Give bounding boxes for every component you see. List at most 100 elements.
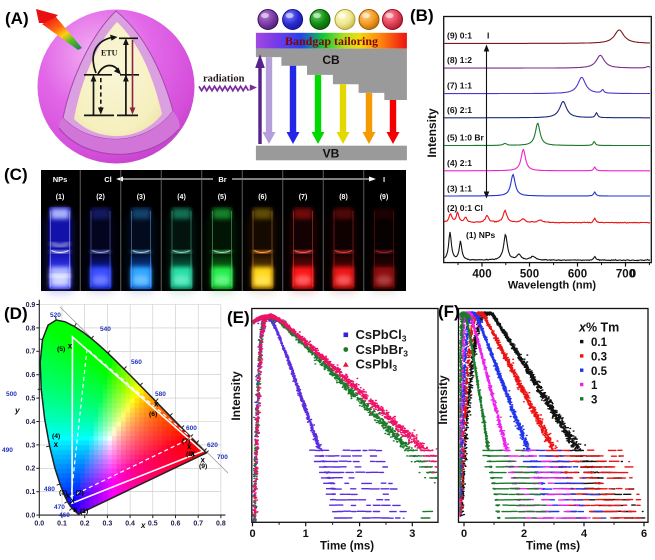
svg-text:(F): (F) xyxy=(438,302,460,321)
svg-text:0.2: 0.2 xyxy=(80,521,90,528)
svg-text:Intensity: Intensity xyxy=(425,108,439,158)
svg-text:I: I xyxy=(487,31,489,41)
svg-text:x% Tm: x% Tm xyxy=(578,321,619,335)
svg-text:(9): (9) xyxy=(380,194,389,201)
svg-text:2: 2 xyxy=(357,528,363,540)
svg-text:VB: VB xyxy=(323,147,340,161)
svg-text:(3): (3) xyxy=(59,490,67,497)
svg-text:0.7: 0.7 xyxy=(193,521,203,528)
svg-text:0.3: 0.3 xyxy=(591,352,607,364)
svg-text:0.3: 0.3 xyxy=(103,521,113,528)
svg-text:(1): (1) xyxy=(56,194,65,201)
svg-text:Time (ms): Time (ms) xyxy=(320,540,374,552)
svg-text:(6) 2:1: (6) 2:1 xyxy=(447,105,472,115)
svg-text:0: 0 xyxy=(630,269,636,281)
svg-text:(6): (6) xyxy=(149,411,157,418)
svg-text:(9) 0:1: (9) 0:1 xyxy=(447,31,472,41)
svg-text:0.2: 0.2 xyxy=(26,466,36,473)
svg-text:0: 0 xyxy=(461,528,467,540)
svg-text:x: x xyxy=(191,449,196,458)
svg-text:0.8: 0.8 xyxy=(26,325,36,332)
svg-text:(3): (3) xyxy=(137,194,146,201)
svg-text:x: x xyxy=(187,442,192,451)
svg-text:Time (ms): Time (ms) xyxy=(526,540,580,552)
svg-text:(A): (A) xyxy=(5,9,29,28)
svg-text:(7) 1:1: (7) 1:1 xyxy=(447,81,472,91)
svg-text:600: 600 xyxy=(568,269,587,281)
svg-text:CsPbCl3: CsPbCl3 xyxy=(356,327,407,344)
svg-text:x: x xyxy=(54,440,59,449)
svg-text:4: 4 xyxy=(581,528,588,540)
svg-text:(2) 0:1 Cl: (2) 0:1 Cl xyxy=(447,203,483,213)
svg-text:0.5: 0.5 xyxy=(26,396,36,403)
svg-text:(2): (2) xyxy=(96,194,105,201)
svg-text:(4) 2:1: (4) 2:1 xyxy=(447,158,472,168)
svg-text:x: x xyxy=(140,521,146,530)
svg-text:x: x xyxy=(200,455,205,464)
svg-text:(2): (2) xyxy=(76,490,84,497)
svg-text:1: 1 xyxy=(303,528,309,540)
svg-text:1: 1 xyxy=(591,380,598,392)
svg-text:2: 2 xyxy=(521,528,527,540)
svg-text:(B): (B) xyxy=(410,6,434,25)
svg-text:0.4: 0.4 xyxy=(26,419,36,426)
svg-text:560: 560 xyxy=(131,359,142,366)
svg-text:0.0: 0.0 xyxy=(34,521,44,528)
svg-text:0.9: 0.9 xyxy=(26,302,36,309)
svg-text:0.5: 0.5 xyxy=(591,366,608,378)
svg-text:0.3: 0.3 xyxy=(26,442,36,449)
svg-text:CsPbI3: CsPbI3 xyxy=(356,357,398,374)
svg-text:620: 620 xyxy=(207,442,218,449)
svg-text:radiation: radiation xyxy=(203,74,245,85)
svg-text:470: 470 xyxy=(54,504,65,511)
svg-text:400: 400 xyxy=(472,269,491,281)
svg-text:0.1: 0.1 xyxy=(26,489,36,496)
svg-text:(1): (1) xyxy=(80,508,88,515)
svg-text:(C): (C) xyxy=(4,165,28,184)
svg-text:(5): (5) xyxy=(57,346,65,353)
svg-text:(5) 1:0 Br: (5) 1:0 Br xyxy=(447,133,485,143)
svg-text:700: 700 xyxy=(616,269,635,281)
svg-text:480: 480 xyxy=(44,486,55,493)
svg-text:0: 0 xyxy=(249,528,255,540)
svg-text:0.8: 0.8 xyxy=(216,521,226,528)
svg-text:3: 3 xyxy=(409,528,415,540)
svg-text:NPs: NPs xyxy=(53,175,68,184)
svg-text:0.1: 0.1 xyxy=(57,521,67,528)
svg-text:490: 490 xyxy=(2,447,13,454)
svg-text:Intensity: Intensity xyxy=(436,375,450,425)
svg-text:(6): (6) xyxy=(258,194,267,201)
svg-text:0.1: 0.1 xyxy=(591,337,608,349)
svg-text:(9): (9) xyxy=(199,463,207,470)
svg-text:x: x xyxy=(68,342,73,351)
svg-text:0.5: 0.5 xyxy=(148,521,158,528)
svg-text:x: x xyxy=(73,505,78,514)
svg-text:ETU: ETU xyxy=(101,49,118,58)
svg-text:(5): (5) xyxy=(218,194,227,201)
svg-text:540: 540 xyxy=(100,326,111,333)
svg-text:0.0: 0.0 xyxy=(26,513,36,520)
svg-text:0.6: 0.6 xyxy=(171,521,181,528)
svg-text:600: 600 xyxy=(186,425,197,432)
svg-text:6: 6 xyxy=(641,528,647,540)
svg-text:700: 700 xyxy=(217,454,228,461)
svg-text:(7): (7) xyxy=(299,194,308,201)
svg-text:(1) NPs: (1) NPs xyxy=(466,230,496,240)
svg-text:CsPbBr3: CsPbBr3 xyxy=(356,342,409,359)
svg-text:(E): (E) xyxy=(227,308,250,327)
svg-text:(8): (8) xyxy=(339,194,348,201)
svg-text:0.6: 0.6 xyxy=(26,372,36,379)
svg-text:3: 3 xyxy=(591,394,597,406)
svg-text:Br: Br xyxy=(218,175,226,184)
svg-text:460: 460 xyxy=(59,512,70,519)
svg-text:Wavelength (nm): Wavelength (nm) xyxy=(508,280,597,292)
svg-text:CB: CB xyxy=(322,53,340,67)
svg-text:x: x xyxy=(70,496,75,505)
svg-text:(4): (4) xyxy=(52,433,60,440)
svg-text:500: 500 xyxy=(6,391,17,398)
svg-text:(D): (D) xyxy=(4,304,28,323)
svg-text:x: x xyxy=(66,491,71,500)
svg-text:Intensity: Intensity xyxy=(229,371,243,421)
svg-text:Bandgap tailoring: Bandgap tailoring xyxy=(285,34,378,48)
svg-text:x: x xyxy=(154,400,159,409)
